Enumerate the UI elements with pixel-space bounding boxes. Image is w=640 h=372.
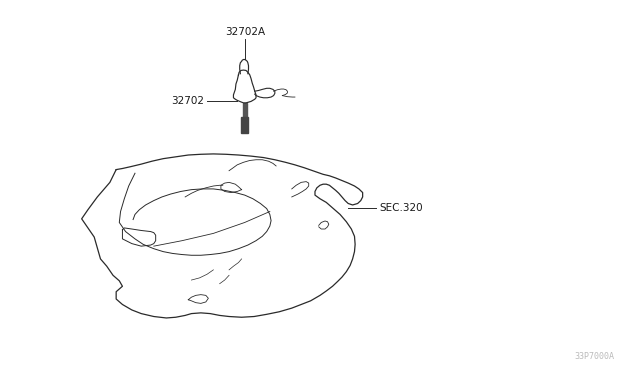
Text: SEC.320: SEC.320 — [380, 203, 423, 213]
Text: 32702: 32702 — [171, 96, 204, 106]
Polygon shape — [241, 117, 248, 133]
Polygon shape — [243, 103, 246, 117]
Text: 33P7000A: 33P7000A — [575, 352, 615, 361]
Text: 32702A: 32702A — [225, 26, 265, 36]
